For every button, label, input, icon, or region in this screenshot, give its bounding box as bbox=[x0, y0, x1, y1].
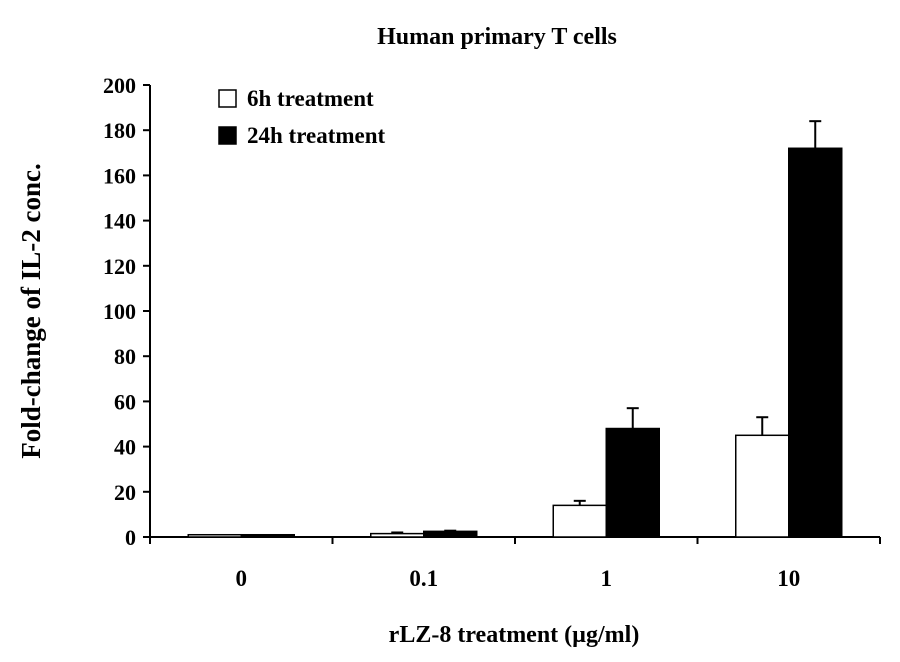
x-tick-label: 1 bbox=[601, 566, 613, 591]
legend-label: 6h treatment bbox=[247, 86, 374, 111]
y-tick-label: 120 bbox=[103, 254, 136, 279]
bar-6h-0.1 bbox=[370, 532, 425, 538]
bar-24h-0.1 bbox=[423, 530, 478, 538]
chart-title: Human primary T cells bbox=[377, 24, 617, 50]
bar-24h-0 bbox=[240, 533, 295, 538]
legend-label: 24h treatment bbox=[247, 123, 386, 148]
y-tick-label: 160 bbox=[103, 163, 136, 188]
legend-swatch bbox=[218, 126, 237, 145]
y-tick-label: 200 bbox=[103, 73, 136, 98]
y-tick-label: 140 bbox=[103, 209, 136, 234]
y-tick-label: 80 bbox=[114, 344, 136, 369]
x-axis-label: rLZ-8 treatment (µg/ml) bbox=[389, 622, 640, 648]
y-axis-label: Fold-change of IL-2 conc. bbox=[16, 163, 46, 458]
y-tick-label: 0 bbox=[125, 525, 136, 550]
y-tick-label: 20 bbox=[114, 480, 136, 505]
bar-6h-0 bbox=[187, 533, 242, 538]
x-tick-label: 0 bbox=[236, 566, 248, 591]
y-tick-label: 40 bbox=[114, 435, 136, 460]
plot-area: 0 20 40 60 80 100 120 140 160 180 200 0 0.1 1 10 bbox=[103, 73, 881, 591]
x-tick-label: 0.1 bbox=[409, 566, 438, 591]
y-tick-label: 180 bbox=[103, 118, 136, 143]
y-tick-label: 100 bbox=[103, 299, 136, 324]
legend-swatch bbox=[218, 89, 237, 108]
bar-6h-1 bbox=[552, 504, 607, 538]
bar-6h-10 bbox=[735, 434, 790, 538]
x-tick-label: 10 bbox=[777, 566, 800, 591]
legend: 6h treatment 24h treatment bbox=[218, 86, 386, 148]
y-tick-label: 60 bbox=[114, 389, 136, 414]
bar-24h-1 bbox=[605, 427, 660, 538]
bar-24h-10 bbox=[788, 147, 843, 538]
